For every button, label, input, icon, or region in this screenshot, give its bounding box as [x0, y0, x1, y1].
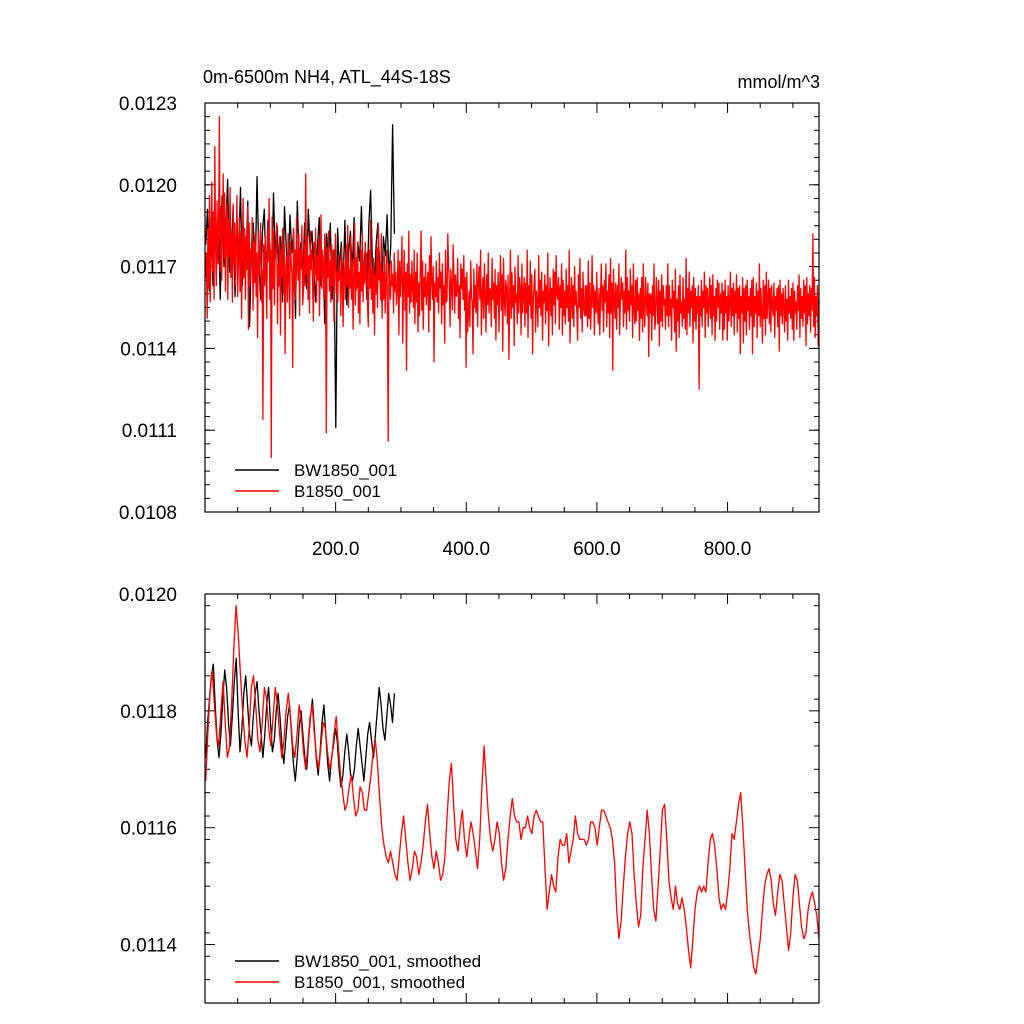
top-y-tick-label: 0.0120	[119, 176, 177, 197]
top-legend: BW1850_001 B1850_001	[235, 461, 397, 501]
bottom-series-line-0	[205, 657, 396, 788]
top-panel: 0m-6500m NH4, ATL_44S-18S mmol/m^3 0.010…	[119, 67, 820, 560]
top-chart-units: mmol/m^3	[738, 72, 820, 92]
bottom-y-tick-label: 0.0118	[120, 702, 177, 723]
bottom-legend: BW1850_001, smoothed B1850_001, smoothed	[235, 952, 481, 992]
top-y-tick-label: 0.0111	[122, 421, 177, 442]
top-x-tick-label: 200.0	[312, 539, 360, 560]
top-legend-label-0: BW1850_001	[294, 461, 397, 480]
top-y-tick-label: 0.0123	[119, 94, 177, 115]
top-x-tick-label: 800.0	[704, 539, 752, 560]
bottom-panel: 0.0114 0.0116 0.0118 0.0120 BW1850_001, smo…	[119, 585, 820, 1004]
bottom-legend-label-1: B1850_001, smoothed	[294, 973, 465, 992]
bottom-series-group	[205, 605, 820, 975]
top-plot-frame	[204, 102, 820, 513]
top-legend-label-1: B1850_001	[294, 482, 381, 501]
top-x-tick-label: 600.0	[573, 539, 621, 560]
bottom-axes: 0.0114 0.0116 0.0118 0.0120	[119, 585, 819, 1004]
bottom-y-tick-label: 0.0120	[119, 585, 177, 606]
top-y-tick-label: 0.0114	[120, 339, 177, 360]
top-chart-title: 0m-6500m NH4, ATL_44S-18S	[203, 67, 451, 88]
bottom-y-tick-label: 0.0116	[120, 819, 177, 840]
bottom-series-line-1	[205, 605, 820, 975]
bottom-plot-frame	[204, 593, 820, 1004]
top-series-line-1	[205, 115, 820, 459]
top-axes: 0.0108 0.0111 0.0114 0.0117 0.0120 0.0123 200.…	[119, 94, 819, 560]
top-series-group	[205, 115, 820, 459]
top-x-tick-label: 400.0	[443, 539, 491, 560]
bottom-legend-label-0: BW1850_001, smoothed	[294, 952, 481, 971]
bottom-y-tick-label: 0.0114	[120, 936, 177, 957]
top-y-tick-label: 0.0108	[119, 503, 177, 524]
top-y-tick-label: 0.0117	[120, 258, 177, 279]
